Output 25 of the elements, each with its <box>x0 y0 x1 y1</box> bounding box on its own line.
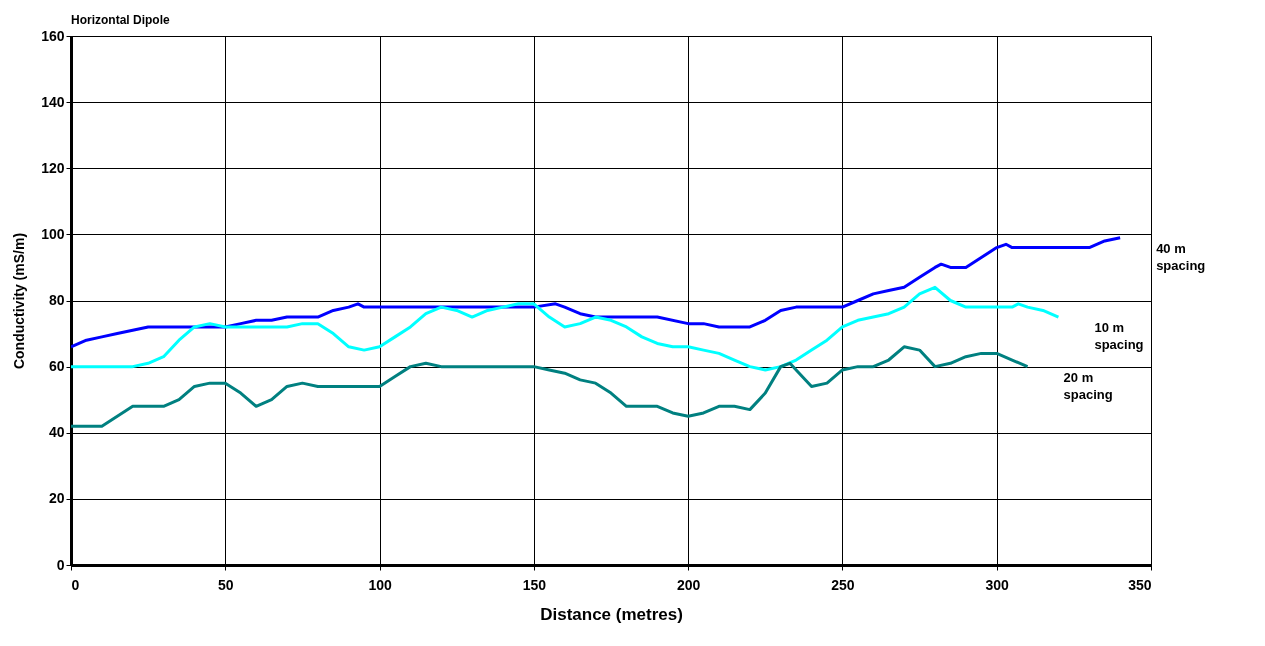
line-series <box>71 345 1030 428</box>
text: 10 m spacing <box>1094 320 1144 353</box>
y-axis-title: Conductivity (mS/m) <box>11 232 28 370</box>
line-series <box>71 285 1060 372</box>
x-tick-label: 250 <box>831 576 855 593</box>
x-tick-label: 100 <box>368 576 392 593</box>
y-tick-label: 60 <box>48 358 65 375</box>
y-tick-label: 100 <box>41 225 65 242</box>
x-tick-label: 350 <box>1128 576 1152 593</box>
x-tick-label: 150 <box>522 576 547 593</box>
y-tick-label: 80 <box>48 292 65 308</box>
text: 40 m spacing <box>1156 240 1206 273</box>
x-tick-label: 200 <box>676 576 701 593</box>
chart-title: Horizontal Dipole <box>71 13 170 27</box>
y-tick-label: 20 <box>48 490 65 507</box>
y-tick-label: 140 <box>41 93 65 110</box>
y-tick-label: 40 <box>48 424 65 441</box>
y-tick-label: 0 <box>56 556 65 573</box>
x-tick-label: 0 <box>71 576 80 593</box>
x-tick-label: 300 <box>985 576 1010 593</box>
text: 20 m spacing <box>1063 369 1113 402</box>
x-axis-title: Distance (metres) <box>540 604 683 624</box>
y-tick-label: 120 <box>41 159 65 176</box>
x-tick-label: 50 <box>218 576 234 593</box>
y-tick-label: 160 <box>41 27 65 44</box>
